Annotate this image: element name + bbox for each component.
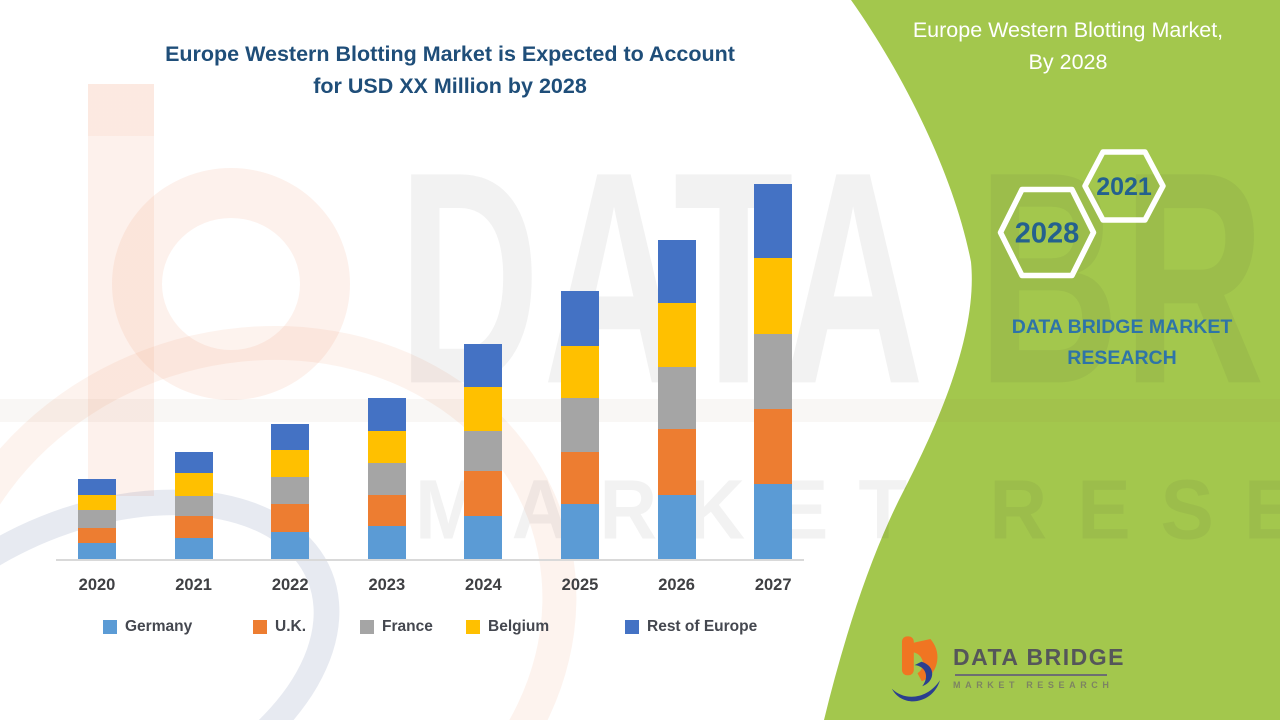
bar-segment-2026-Belgium — [657, 303, 696, 367]
hexagon-2028: 2028 — [997, 186, 1097, 279]
bar-segment-2025-U.K. — [561, 452, 599, 504]
stacked-bar-2020 — [78, 479, 116, 559]
chart-title-line2: for USD XX Million by 2028 — [313, 74, 587, 98]
data-bridge-logo-icon — [891, 636, 940, 702]
logo-text-wrap: DATA BRIDGE MARKET RESEARCH — [953, 636, 1125, 690]
bar-segment-2021-Belgium — [174, 473, 213, 496]
bar-segment-2024-Germany — [464, 516, 503, 559]
legend-label-U.K.: U.K. — [275, 618, 306, 635]
bar-segment-2026-France — [657, 367, 696, 429]
legend-item-Belgium: Belgium — [466, 618, 549, 636]
bar-segment-2024-U.K. — [464, 471, 503, 516]
legend-swatch-Belgium — [466, 620, 480, 634]
panel-title-line1: Europe Western Blotting Market, — [912, 18, 1224, 42]
x-axis-label-2026: 2026 — [658, 576, 695, 594]
legend-label-Germany: Germany — [125, 618, 193, 635]
bar-segment-2025-Rest of Europe — [561, 291, 599, 346]
legend-label-France: France — [382, 618, 433, 635]
brand-text: DATA BRIDGE MARKET RESEARCH — [960, 312, 1280, 374]
x-axis-label-2023: 2023 — [368, 576, 406, 594]
stacked-bar-2023 — [367, 398, 406, 559]
bar-segment-2022-Belgium — [271, 450, 310, 477]
bar-segment-2022-Rest of Europe — [271, 424, 310, 450]
bar-segment-2021-Rest of Europe — [174, 452, 213, 473]
stacked-bar-2021 — [174, 452, 213, 559]
bar-segment-2022-France — [271, 477, 310, 504]
x-axis-label-2025: 2025 — [561, 576, 599, 594]
x-axis-label-2027: 2027 — [754, 576, 792, 594]
brand-text-line2: RESEARCH — [1067, 347, 1177, 369]
legend-label-Belgium: Belgium — [488, 618, 550, 635]
bar-segment-2024-Belgium — [464, 387, 503, 431]
bar-segment-2024-Rest of Europe — [464, 344, 503, 387]
bar-segment-2021-U.K. — [174, 516, 213, 538]
bar-segment-2023-France — [367, 463, 406, 495]
panel-title-line2: By 2028 — [1028, 50, 1108, 74]
bar-segment-2023-U.K. — [367, 495, 406, 526]
legend-swatch-Rest of Europe — [625, 620, 639, 634]
brand-text-line1: DATA BRIDGE MARKET — [1011, 316, 1233, 338]
logo-subtext: MARKET RESEARCH — [953, 679, 1114, 690]
logo-name: DATA BRIDGE — [953, 644, 1125, 670]
x-axis-label-2024: 2024 — [465, 576, 502, 594]
bar-segment-2027-Rest of Europe — [754, 184, 793, 258]
bar-segment-2023-Rest of Europe — [367, 398, 406, 431]
bar-segment-2027-U.K. — [754, 409, 793, 484]
x-axis-label-2022: 2022 — [271, 576, 309, 594]
bar-segment-2022-Germany — [271, 532, 310, 559]
legend-item-Germany: Germany — [103, 618, 192, 636]
bar-segment-2023-Belgium — [367, 431, 406, 463]
bar-segment-2022-U.K. — [271, 504, 310, 532]
stacked-bar-2024 — [464, 344, 503, 559]
bar-segment-2026-Germany — [657, 495, 696, 559]
legend-item-Rest of Europe: Rest of Europe — [625, 618, 757, 636]
legend-label-Rest of Europe: Rest of Europe — [647, 618, 758, 635]
stacked-bar-2025 — [561, 291, 599, 559]
watermark-soft-band — [0, 399, 1280, 422]
bar-segment-2020-Rest of Europe — [78, 479, 116, 495]
bar-segment-2025-Belgium — [561, 346, 599, 398]
bar-segment-2023-Germany — [367, 526, 406, 559]
data-bridge-logo: DATA BRIDGE MARKET RESEARCH — [891, 636, 1125, 706]
bar-segment-2027-France — [754, 334, 793, 409]
x-axis-line — [56, 559, 804, 561]
bar-segment-2026-U.K. — [657, 429, 696, 495]
bar-segment-2027-Belgium — [754, 258, 793, 334]
stacked-bar-2022 — [271, 424, 310, 559]
bar-segment-2020-U.K. — [78, 528, 116, 543]
bar-segment-2020-Belgium — [78, 495, 116, 510]
hexagon-2021-label: 2021 — [1096, 173, 1152, 201]
stacked-bar-2026 — [657, 240, 696, 559]
bar-segment-2020-France — [78, 510, 116, 528]
chart-title: Europe Western Blotting Market is Expect… — [80, 38, 820, 102]
stacked-bar-2027 — [754, 184, 793, 559]
x-axis-label-2020: 2020 — [78, 576, 116, 594]
bar-segment-2024-France — [464, 431, 503, 471]
chart-legend: Germany U.K. France Belgium Rest of Europe — [0, 618, 840, 648]
bar-segment-2021-France — [174, 496, 213, 516]
legend-item-U.K.: U.K. — [253, 618, 306, 636]
plot-area: 2020 2021 2022 2023 2024 2025 2026 2027 — [56, 184, 804, 594]
x-axis-label-2021: 2021 — [175, 576, 212, 594]
panel-title: Europe Western Blotting Market, By 2028 — [882, 14, 1254, 78]
legend-swatch-U.K. — [253, 620, 267, 634]
legend-swatch-France — [360, 620, 374, 634]
bar-segment-2020-Germany — [78, 543, 116, 559]
legend-item-France: France — [360, 618, 433, 636]
legend-swatch-Germany — [103, 620, 117, 634]
hexagon-2028-label: 2028 — [1015, 218, 1080, 250]
logo-rule — [955, 674, 1107, 676]
bar-segment-2025-France — [561, 398, 599, 452]
bar-segment-2025-Germany — [561, 504, 599, 559]
bar-segment-2021-Germany — [174, 538, 213, 559]
bar-segment-2026-Rest of Europe — [657, 240, 696, 303]
hexagon-2021: 2021 — [1082, 149, 1166, 223]
chart-title-line1: Europe Western Blotting Market is Expect… — [165, 42, 735, 66]
bar-segment-2027-Germany — [754, 484, 793, 559]
